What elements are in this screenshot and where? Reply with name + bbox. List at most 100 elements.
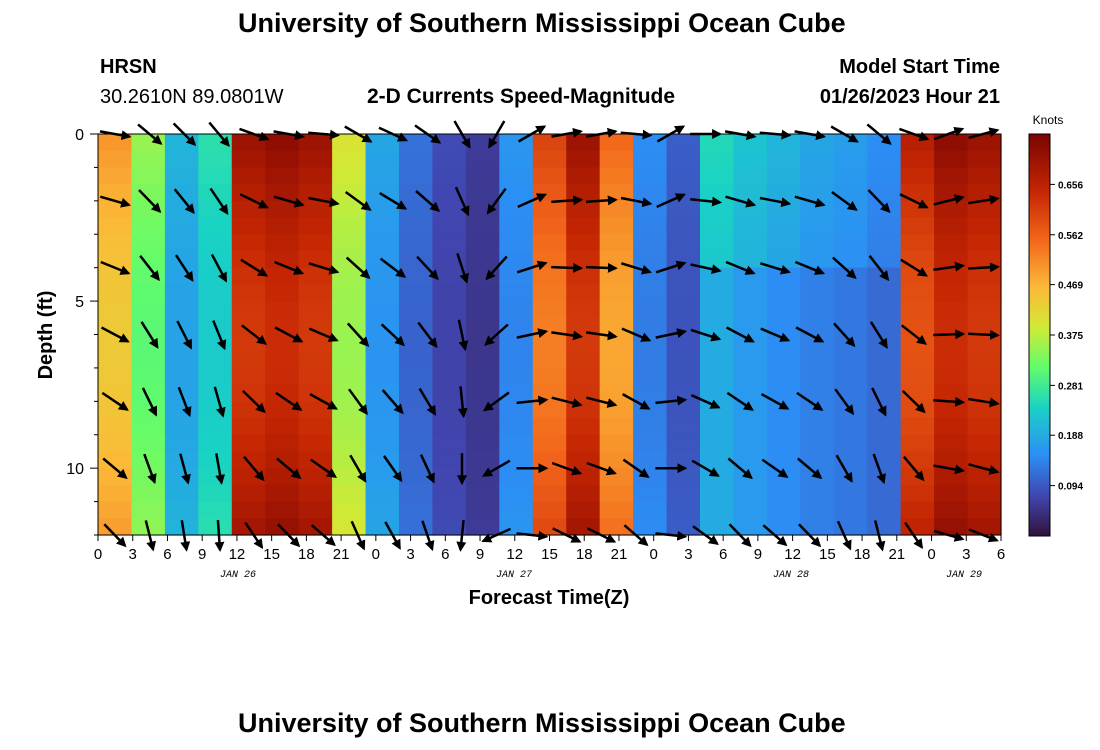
heatmap-cell: [164, 184, 199, 202]
current-vector-arrow: [725, 260, 756, 275]
heatmap-cell: [633, 484, 668, 503]
heatmap-cell: [867, 134, 902, 152]
heatmap-cell: [432, 367, 467, 386]
heatmap-cell: [432, 167, 467, 185]
heatmap-cell: [800, 334, 835, 352]
current-vector-arrow: [725, 195, 757, 208]
heatmap-cell: [399, 434, 434, 453]
heatmap-cell: [867, 434, 902, 453]
heatmap-cell: [833, 501, 868, 519]
heatmap-cell: [399, 367, 434, 386]
heatmap-cell: [566, 250, 601, 269]
station-coordinates: 30.2610N 89.0801W: [100, 86, 284, 108]
heatmap-cell: [900, 301, 935, 319]
current-vector-arrow: [900, 258, 928, 277]
heatmap-cell: [800, 267, 835, 285]
heatmap-cell: [98, 484, 133, 503]
heatmap-cell: [532, 334, 567, 352]
current-vector-arrow: [347, 388, 368, 416]
current-vector-arrow: [308, 327, 339, 342]
heatmap-cell: [867, 217, 902, 235]
current-vector-arrow: [419, 454, 435, 484]
heatmap-cell: [399, 150, 434, 169]
date-label-jan-28: JAN 28: [773, 570, 810, 581]
y-axis-label: Depth (ft): [35, 291, 57, 380]
current-vector-arrow: [379, 192, 408, 210]
heatmap-cell: [733, 484, 768, 503]
heatmap-cell: [499, 401, 534, 419]
heatmap-cell: [666, 134, 701, 152]
heatmap-cell: [332, 484, 367, 503]
heatmap-cell: [900, 367, 935, 386]
heatmap-cell: [733, 418, 768, 436]
chart-title: University of Southern Mississippi Ocean…: [238, 8, 846, 38]
heatmap-cell: [265, 384, 300, 402]
heatmap-cell: [131, 484, 166, 503]
heatmap-cell: [967, 267, 1002, 285]
current-vector-arrow: [869, 321, 888, 349]
heatmap-cell: [465, 167, 500, 185]
x-tick-label: 9: [198, 546, 206, 563]
heatmap-cell: [934, 451, 969, 469]
current-vector-arrow: [833, 322, 856, 348]
heatmap-cell: [399, 234, 434, 252]
heatmap-cell: [599, 384, 634, 402]
heatmap-cell: [198, 418, 233, 436]
current-vector-arrow: [274, 260, 305, 275]
heatmap-cell: [700, 267, 735, 285]
heatmap-cell: [98, 284, 133, 302]
x-tick-label: 15: [541, 546, 558, 563]
heatmap-cell: [800, 418, 835, 436]
heatmap-cell: [131, 418, 166, 436]
chart-svg: 0 3 6 9 12 15 18 21 0 3 6 9 12 15 18 21 0 3 6 9 12 15 18 21 0 3 6 …: [35, 113, 1083, 609]
heatmap-cell: [432, 217, 467, 235]
heatmap-cell: [164, 351, 199, 369]
heatmap-cell: [766, 501, 801, 519]
heatmap-cell: [766, 284, 801, 302]
heatmap-cell: [98, 418, 133, 436]
heatmap-cell: [532, 284, 567, 302]
heatmap-cell: [900, 184, 935, 202]
heatmap-cell: [700, 451, 735, 469]
x-tick-label: 6: [997, 546, 1005, 563]
heatmap-cell: [967, 501, 1002, 519]
heatmap-cell: [131, 267, 166, 285]
heatmap-cell: [766, 351, 801, 369]
heatmap-cell: [867, 367, 902, 386]
current-vector-arrow: [382, 455, 403, 483]
heatmap-cell: [967, 234, 1002, 252]
current-vector-arrow: [345, 256, 371, 280]
current-vector-arrow: [240, 258, 269, 277]
heatmap-cell: [967, 301, 1002, 319]
heatmap-cell: [700, 401, 735, 419]
heatmap-cell: [265, 317, 300, 336]
heatmap-cell: [499, 250, 534, 269]
heatmap-cell: [98, 184, 133, 202]
heatmap-cell: [365, 217, 400, 235]
heatmap-cell: [599, 367, 634, 386]
footer-title: University of Southern Mississippi Ocean…: [238, 708, 846, 738]
current-vector-arrow: [308, 196, 340, 208]
heatmap-cell: [934, 167, 969, 185]
heatmap-cell: [532, 150, 567, 169]
heatmap-cell: [164, 217, 199, 235]
heatmap-cell: [599, 200, 634, 219]
heatmap-cell: [566, 284, 601, 302]
colorbar: Knots 0.094 0.188 0.281 0.375 0.469 0.562 0.65…: [1028, 113, 1083, 537]
heatmap-cell: [833, 267, 868, 285]
heatmap-cell: [399, 267, 434, 285]
colorbar-label: Knots: [1033, 113, 1064, 127]
heatmap-cell: [599, 501, 634, 519]
current-vector-arrow: [276, 457, 302, 480]
heatmap-cell: [900, 484, 935, 503]
heatmap-cell: [633, 418, 668, 436]
heatmap-cell: [198, 184, 233, 202]
heatmap-cell: [800, 351, 835, 369]
heatmap-cell: [198, 484, 233, 503]
heatmap-cell: [265, 184, 300, 202]
heatmap-cell: [733, 250, 768, 269]
heatmap-cell: [666, 150, 701, 169]
heatmap-cell: [332, 418, 367, 436]
heatmap-cell: [164, 234, 199, 252]
heatmap-cell: [833, 250, 868, 269]
